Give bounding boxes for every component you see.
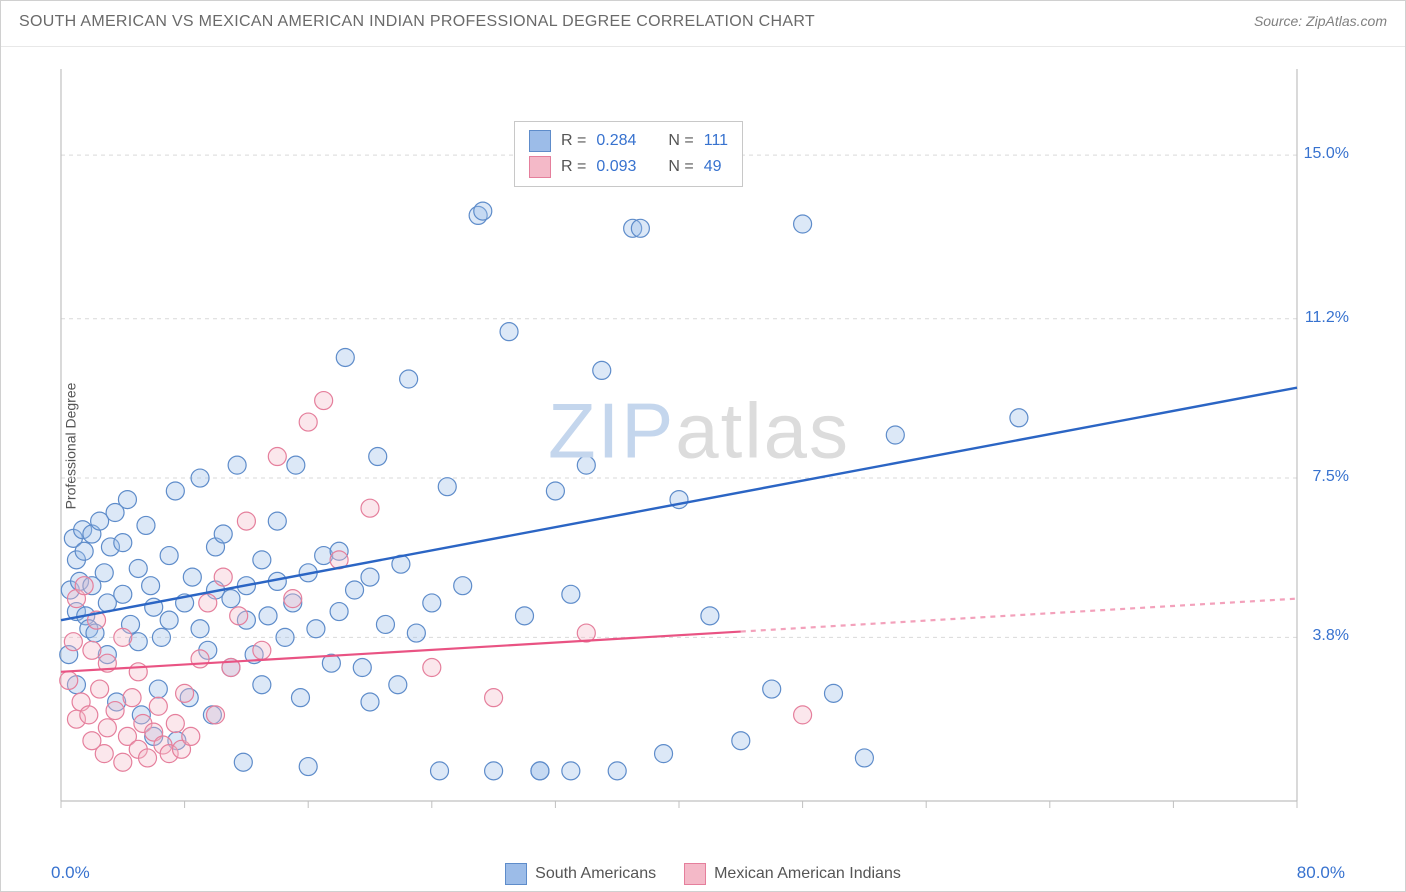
plot-area: ZIPatlas R = 0.284 N = 111 R = 0.093 N =… — [49, 61, 1349, 831]
legend-row: R = 0.284 N = 111 — [529, 128, 728, 154]
series-legend: South Americans Mexican American Indians — [1, 863, 1405, 885]
y-tick-label: 15.0% — [1304, 145, 1349, 163]
legend-n-label: N = — [668, 132, 693, 150]
x-axis-max-label: 80.0% — [1297, 863, 1345, 883]
y-tick-label: 7.5% — [1313, 468, 1349, 486]
chart-header: SOUTH AMERICAN VS MEXICAN AMERICAN INDIA… — [1, 1, 1405, 47]
legend-r-label: R = — [561, 132, 586, 150]
y-tick-label: 3.8% — [1313, 627, 1349, 645]
legend-row: R = 0.093 N = 49 — [529, 154, 728, 180]
chart-title: SOUTH AMERICAN VS MEXICAN AMERICAN INDIA… — [19, 13, 815, 30]
legend-swatch-pink — [529, 156, 551, 178]
legend-r-label: R = — [561, 158, 586, 176]
legend-item: Mexican American Indians — [684, 863, 901, 885]
x-axis-min-label: 0.0% — [51, 863, 90, 883]
legend-n-value: 111 — [704, 132, 728, 150]
chart-container: SOUTH AMERICAN VS MEXICAN AMERICAN INDIA… — [0, 0, 1406, 892]
legend-item: South Americans — [505, 863, 656, 885]
correlation-legend: R = 0.284 N = 111 R = 0.093 N = 49 — [514, 121, 743, 187]
y-tick-label: 11.2% — [1305, 309, 1349, 327]
legend-r-value: 0.093 — [596, 158, 636, 176]
legend-swatch-blue — [505, 863, 527, 885]
chart-source: Source: ZipAtlas.com — [1254, 13, 1387, 29]
legend-label: Mexican American Indians — [714, 865, 901, 883]
legend-n-value: 49 — [704, 158, 722, 176]
legend-swatch-blue — [529, 130, 551, 152]
legend-swatch-pink — [684, 863, 706, 885]
legend-n-label: N = — [668, 158, 693, 176]
legend-r-value: 0.284 — [596, 132, 636, 150]
legend-label: South Americans — [535, 865, 656, 883]
